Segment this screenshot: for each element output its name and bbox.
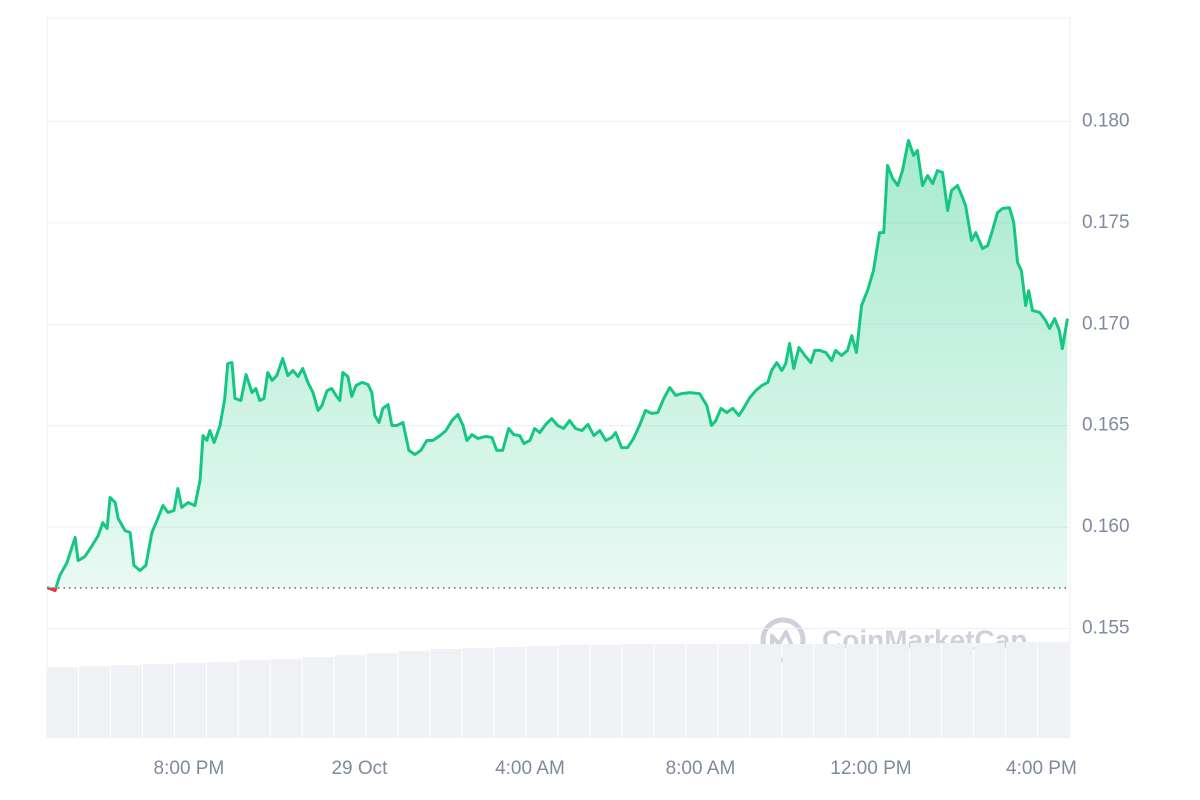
volume-bar (942, 643, 974, 738)
volume-bar (846, 644, 878, 738)
volume-bar (334, 655, 366, 738)
y-tick-label: 0.170 (1082, 313, 1130, 334)
y-tick-label: 0.155 (1082, 617, 1130, 638)
volume-bar (462, 648, 494, 738)
volume-bar (398, 651, 430, 738)
x-tick-label: 4:00 AM (495, 758, 565, 779)
watermark-logo-mark (770, 630, 794, 648)
volume-bar (302, 657, 334, 738)
x-tick-label: 29 Oct (331, 758, 388, 779)
volume-bar (47, 667, 78, 738)
volume-bar (814, 644, 846, 738)
volume-bar (910, 643, 942, 738)
volume-bar (1038, 642, 1069, 738)
price-line (47, 139, 1069, 588)
x-tick-label: 8:00 PM (154, 758, 225, 779)
y-tick-label: 0.180 (1082, 110, 1130, 131)
volume-bar (974, 643, 1006, 738)
volume-bar (1006, 642, 1038, 738)
volume-bar (654, 644, 686, 738)
volume-bar (366, 653, 398, 738)
volume-bar (174, 663, 206, 738)
y-tick-label: 0.160 (1082, 516, 1130, 537)
volume-bar (878, 644, 910, 738)
x-tick-label: 12:00 PM (830, 758, 911, 779)
volume-bar (494, 647, 526, 738)
volume-bar (142, 664, 174, 738)
volume-bar (750, 644, 782, 738)
volume-bar (270, 659, 302, 738)
volume-bar (686, 644, 718, 738)
volume-bar (110, 665, 142, 738)
y-tick-label: 0.165 (1082, 415, 1130, 436)
volume-bar (622, 644, 654, 738)
volume-bar (526, 646, 558, 738)
y-tick-label: 0.175 (1082, 212, 1130, 233)
volume-bar (782, 644, 814, 738)
volume-bar (206, 662, 238, 738)
x-tick-label: 4:00 PM (1006, 758, 1077, 779)
volume-bar (238, 660, 270, 738)
volume-bar (718, 644, 750, 738)
volume-bar (78, 666, 110, 738)
x-tick-label: 8:00 AM (666, 758, 736, 779)
price-area (47, 140, 1068, 588)
volume-bar (430, 649, 462, 738)
volume-bar (558, 645, 590, 738)
volume-bar (590, 645, 622, 738)
